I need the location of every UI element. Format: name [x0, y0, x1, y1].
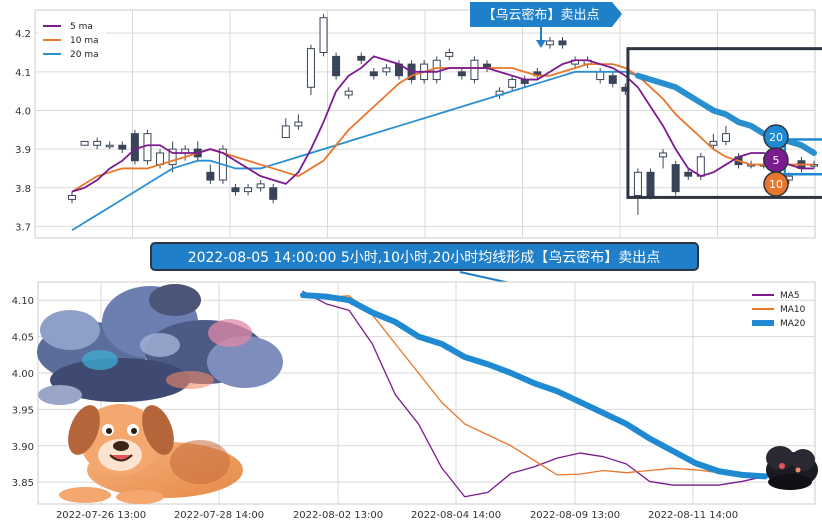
bottom-y-tick-label: 3.95 [12, 405, 34, 416]
top-y-tick-label: 3.9 [15, 145, 31, 156]
candle-body [231, 187, 240, 193]
candle-body [709, 140, 718, 146]
candle-body [432, 59, 441, 81]
candle-body [130, 133, 139, 162]
top-y-tick-label: 3.7 [15, 222, 31, 233]
candle-body [244, 187, 253, 193]
candle-body [256, 183, 265, 189]
candle-body [558, 40, 567, 46]
legend-label-ma20: 20 ma [70, 50, 99, 60]
bottom-y-tick-label: 4.10 [12, 296, 34, 307]
candle-body [671, 164, 680, 193]
bottom-y-tick-label: 4.00 [12, 369, 34, 380]
badge-5-label: 5 [773, 154, 780, 167]
bottom-x-tick-label: 2022-08-04 14:00 [411, 510, 501, 521]
bottom-legend: MA5 MA10 MA20 [752, 291, 806, 329]
top-y-tick-label: 4.1 [15, 68, 31, 79]
candle-body [143, 133, 152, 162]
series-line-ma5 [302, 290, 766, 498]
bottom-x-tick-label: 2022-08-11 14:00 [648, 510, 738, 521]
legend-label-MA5: MA5 [780, 291, 800, 301]
candlestick-panel: 3.7 3.8 3.9 4.0 4.1 4.2 5 ma 10 ma 20 ma 20 5… [15, 2, 822, 239]
storm-cloud-icon [37, 284, 283, 405]
candle-body [306, 48, 315, 88]
candle-body [470, 59, 479, 81]
candle-body [269, 187, 278, 200]
dog-illustration [59, 404, 243, 504]
candle-body [608, 75, 617, 84]
top-y-tick-label: 4.0 [15, 106, 31, 117]
dark-cloud-icon [766, 446, 818, 490]
candle-body [68, 194, 76, 200]
bottom-y-tick-label: 3.85 [12, 478, 34, 489]
top-y-tick-label: 3.8 [15, 184, 31, 195]
top-y-tick-labels: 3.7 3.8 3.9 4.0 4.1 4.2 [15, 29, 31, 233]
candle-body [281, 125, 290, 139]
bottom-x-tick-label: 2022-07-28 14:00 [174, 510, 264, 521]
series-line-ma10 [302, 295, 766, 477]
badge-20-label: 20 [769, 131, 783, 144]
bottom-x-tick-label: 2022-08-09 13:00 [530, 510, 620, 521]
candle-body [508, 79, 517, 88]
top-y-tick-label: 4.2 [15, 29, 31, 40]
candle-body [369, 71, 378, 77]
top-legend: 5 ma 10 ma 20 ma [38, 15, 106, 63]
arrow-down-icon [536, 40, 546, 48]
badge-10-label: 10 [769, 178, 783, 191]
candle-body [344, 90, 353, 96]
candle-body [93, 140, 102, 146]
candle-body [206, 171, 215, 181]
candle-body [457, 71, 466, 77]
legend-label-ma10: 10 ma [70, 36, 99, 46]
series-line-ma20 [300, 292, 768, 480]
top-banner-text: 【乌云密布】卖出点 [482, 7, 599, 23]
bottom-y-tick-label: 4.05 [12, 333, 34, 344]
moving-average-lines [71, 55, 817, 232]
candle-body [646, 171, 655, 196]
candle-body [294, 121, 303, 127]
candle-body [357, 55, 366, 61]
bottom-y-tick-labels: 3.85 3.90 3.95 4.00 4.05 4.10 [12, 296, 34, 489]
candle-body [545, 40, 554, 46]
candle-body [382, 67, 391, 73]
bottom-x-tick-labels: 2022-07-26 13:00 2022-07-28 14:00 2022-08-… [56, 510, 738, 521]
candle-body [721, 133, 730, 142]
top-signal-banner: 【乌云密布】卖出点 [470, 2, 622, 48]
candle-body [633, 171, 642, 196]
candle-body [156, 152, 165, 166]
line-ma5 [71, 55, 814, 193]
candle-body [118, 144, 127, 150]
legend-label-MA10: MA10 [780, 305, 806, 315]
candle-body [168, 148, 177, 166]
candle-body [332, 55, 341, 77]
bottom-y-tick-label: 3.90 [12, 442, 34, 453]
candle-body [319, 17, 328, 54]
mid-signal-banner: 2022-08-05 14:00:00 5小时,10小时,20小时均线形成【乌云… [150, 242, 699, 291]
legend-label-MA20: MA20 [780, 319, 806, 329]
bottom-x-tick-label: 2022-07-26 13:00 [56, 510, 146, 521]
signal-highlight-box [626, 47, 822, 199]
ma-series-lines [300, 290, 768, 498]
badge-20: 20 [763, 124, 789, 150]
badge-10: 10 [763, 171, 789, 197]
candle-body [684, 171, 693, 177]
badge-5: 5 [763, 147, 789, 173]
legend-label-ma5: 5 ma [70, 22, 93, 32]
candle-body [105, 144, 114, 148]
candle-body [445, 52, 454, 57]
candle-body [659, 152, 668, 158]
candle-body [80, 140, 89, 146]
bottom-x-tick-label: 2022-08-02 13:00 [293, 510, 383, 521]
candle-body [696, 156, 705, 177]
candle-body [596, 71, 605, 81]
mid-banner-text: 2022-08-05 14:00:00 5小时,10小时,20小时均线形成【乌云… [188, 249, 661, 266]
